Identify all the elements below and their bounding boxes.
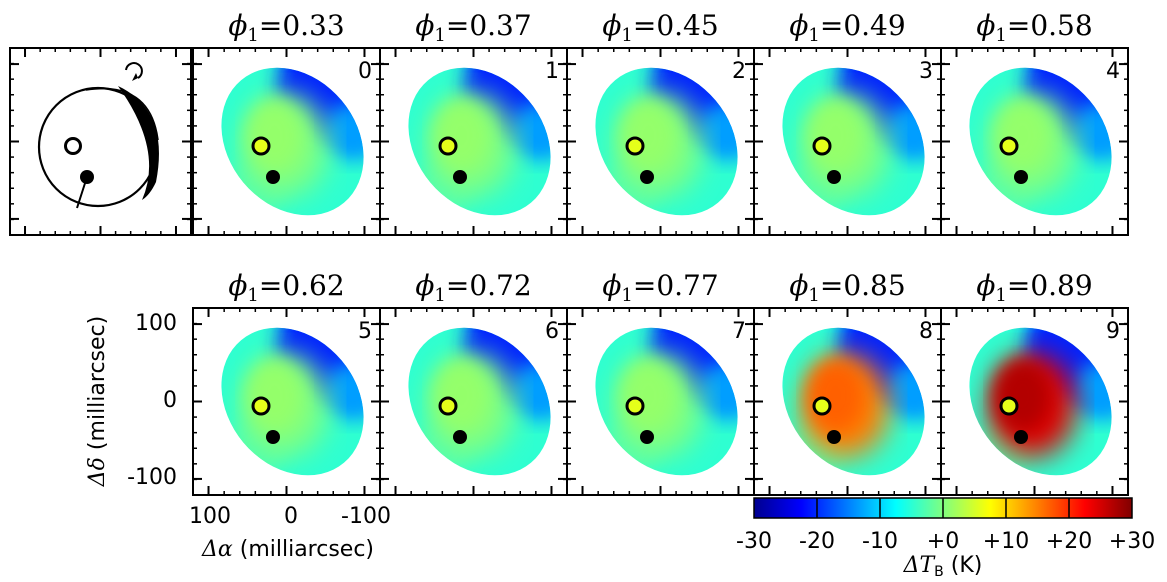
panel-index: 4 — [1106, 59, 1120, 84]
filled-marker — [453, 430, 467, 444]
open-marker — [999, 136, 1019, 156]
open-marker — [812, 396, 832, 416]
filled-marker — [827, 170, 841, 184]
phase-label: ϕ1=0.37 — [415, 9, 531, 46]
colorbar-tick-label: +20 — [1046, 529, 1092, 554]
phase-label: ϕ1=0.49 — [789, 9, 905, 46]
filled-marker — [453, 170, 467, 184]
x-tick-label-right: -100 — [341, 504, 391, 529]
panel-index: 9 — [1106, 319, 1120, 344]
filled-marker — [266, 170, 280, 184]
y-tick-label-mid: 0 — [163, 388, 177, 413]
filled-marker — [1014, 430, 1028, 444]
colorbar-tick-label: +30 — [1109, 529, 1155, 554]
phase-label: ϕ1=0.77 — [602, 269, 718, 306]
phase-label: ϕ1=0.85 — [789, 269, 905, 306]
schematic-limb-crescent — [118, 86, 159, 200]
colorbar-title: ΔTB (K) — [903, 553, 983, 580]
colorbar-tick-label: -30 — [736, 529, 772, 554]
map-panel: 6 ϕ1=0.72 — [379, 269, 574, 496]
rotation-arrow-icon — [125, 62, 143, 79]
schematic-open-marker — [64, 137, 82, 155]
colorbar-tick-label: +10 — [983, 529, 1029, 554]
open-marker — [438, 136, 458, 156]
colorbar-tick-label: -20 — [799, 529, 835, 554]
open-marker — [625, 136, 645, 156]
open-marker — [251, 136, 271, 156]
phase-label: ϕ1=0.89 — [976, 269, 1092, 306]
filled-marker — [266, 430, 280, 444]
filled-marker — [1014, 170, 1028, 184]
y-axis-label: Δδ (milliarcsec) — [85, 316, 110, 487]
panel-index: 5 — [358, 319, 372, 344]
y-axis: 100 0 -100 Δδ (milliarcsec) — [85, 311, 177, 490]
schematic-filled-marker — [80, 170, 94, 184]
open-marker — [625, 396, 645, 416]
y-tick-label-top: 100 — [135, 311, 177, 336]
phase-label: ϕ1=0.62 — [228, 269, 344, 306]
schematic-panel — [9, 47, 192, 236]
open-marker — [812, 136, 832, 156]
map-panel: 2 ϕ1=0.45 — [566, 9, 761, 236]
x-axis-label: Δα (milliarcsec) — [201, 537, 374, 562]
map-panel: 0 ϕ1=0.33 — [192, 9, 387, 236]
filled-marker — [640, 430, 654, 444]
panel-index: 0 — [358, 59, 372, 84]
map-panel: 4 ϕ1=0.58 — [940, 9, 1135, 236]
open-marker — [438, 396, 458, 416]
open-marker — [251, 396, 271, 416]
y-tick-label-bottom: -100 — [127, 465, 177, 490]
map-panel: 3 ϕ1=0.49 — [753, 9, 948, 236]
x-tick-label-left: 100 — [189, 504, 231, 529]
filled-marker — [640, 170, 654, 184]
map-panel: 7 ϕ1=0.77 — [566, 269, 761, 496]
filled-marker — [827, 430, 841, 444]
panel-frame — [940, 307, 1129, 496]
panel-index: 8 — [919, 319, 933, 344]
x-tick-label-mid: 0 — [284, 504, 298, 529]
phase-label: ϕ1=0.45 — [602, 9, 718, 46]
phase-label: ϕ1=0.58 — [976, 9, 1092, 46]
panel-index: 1 — [545, 59, 559, 84]
colorbar-tick-label: +0 — [927, 529, 959, 554]
rotation-arrowhead-icon — [132, 73, 138, 81]
map-panel: 8 ϕ1=0.85 — [753, 269, 948, 496]
panel-frame — [940, 47, 1129, 236]
map-panel: 1 ϕ1=0.37 — [379, 9, 574, 236]
panel-index: 2 — [732, 59, 746, 84]
x-axis: 100 0 -100 Δα (milliarcsec) — [189, 504, 391, 562]
panel-index: 7 — [732, 319, 746, 344]
phase-label: ϕ1=0.72 — [415, 269, 531, 306]
colorbar: -30 -20 -10 +0 +10 +20 +30 ΔTB (K) — [736, 497, 1155, 580]
open-marker — [999, 396, 1019, 416]
panel-index: 3 — [919, 59, 933, 84]
schematic-limb-arc — [85, 87, 159, 141]
panel-index: 6 — [545, 319, 559, 344]
panel-frame — [566, 47, 755, 236]
map-panel: 9 ϕ1=0.89 — [940, 269, 1135, 496]
colorbar-tick-label: -10 — [862, 529, 898, 554]
phase-label: ϕ1=0.33 — [228, 9, 344, 46]
map-panel: 5 ϕ1=0.62 — [192, 269, 387, 496]
